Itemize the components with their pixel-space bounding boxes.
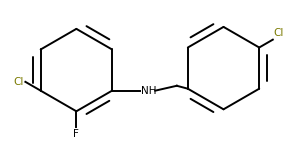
Text: Cl: Cl [13,77,24,87]
Text: F: F [74,129,79,139]
Text: Cl: Cl [274,28,284,38]
Text: NH: NH [141,86,157,96]
